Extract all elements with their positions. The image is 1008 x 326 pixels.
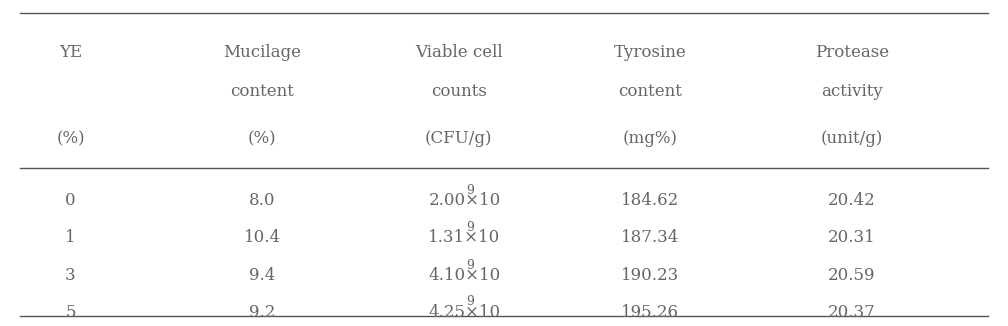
Text: 4.10×10: 4.10×10 <box>428 267 501 284</box>
Text: 8.0: 8.0 <box>249 192 275 209</box>
Text: 10.4: 10.4 <box>244 230 280 246</box>
Text: 3: 3 <box>66 267 76 284</box>
Text: (CFU/g): (CFU/g) <box>425 130 492 147</box>
Text: Protease: Protease <box>814 44 889 61</box>
Text: 0: 0 <box>66 192 76 209</box>
Text: 20.31: 20.31 <box>828 230 876 246</box>
Text: 20.42: 20.42 <box>828 192 876 209</box>
Text: 1: 1 <box>66 230 76 246</box>
Text: activity: activity <box>821 83 883 100</box>
Text: 195.26: 195.26 <box>621 304 679 321</box>
Text: 1.31×10: 1.31×10 <box>428 230 501 246</box>
Text: 9: 9 <box>467 259 475 272</box>
Text: 184.62: 184.62 <box>621 192 679 209</box>
Text: 9: 9 <box>467 295 475 308</box>
Text: 20.59: 20.59 <box>828 267 876 284</box>
Text: 9: 9 <box>467 184 475 197</box>
Text: 9.2: 9.2 <box>249 304 275 321</box>
Text: 187.34: 187.34 <box>621 230 679 246</box>
Text: 9: 9 <box>467 221 475 234</box>
Text: counts: counts <box>430 83 487 100</box>
Text: 2.00×10: 2.00×10 <box>428 192 501 209</box>
Text: content: content <box>618 83 682 100</box>
Text: (%): (%) <box>56 130 85 147</box>
Text: 4.25×10: 4.25×10 <box>428 304 501 321</box>
Text: 9.4: 9.4 <box>249 267 275 284</box>
Text: 190.23: 190.23 <box>621 267 679 284</box>
Text: content: content <box>230 83 294 100</box>
Text: (%): (%) <box>248 130 276 147</box>
Text: Mucilage: Mucilage <box>223 44 301 61</box>
Text: 20.37: 20.37 <box>828 304 876 321</box>
Text: (unit/g): (unit/g) <box>821 130 883 147</box>
Text: Viable cell: Viable cell <box>415 44 502 61</box>
Text: 5: 5 <box>66 304 76 321</box>
Text: Tyrosine: Tyrosine <box>614 44 686 61</box>
Text: (mg%): (mg%) <box>623 130 677 147</box>
Text: YE: YE <box>58 44 83 61</box>
